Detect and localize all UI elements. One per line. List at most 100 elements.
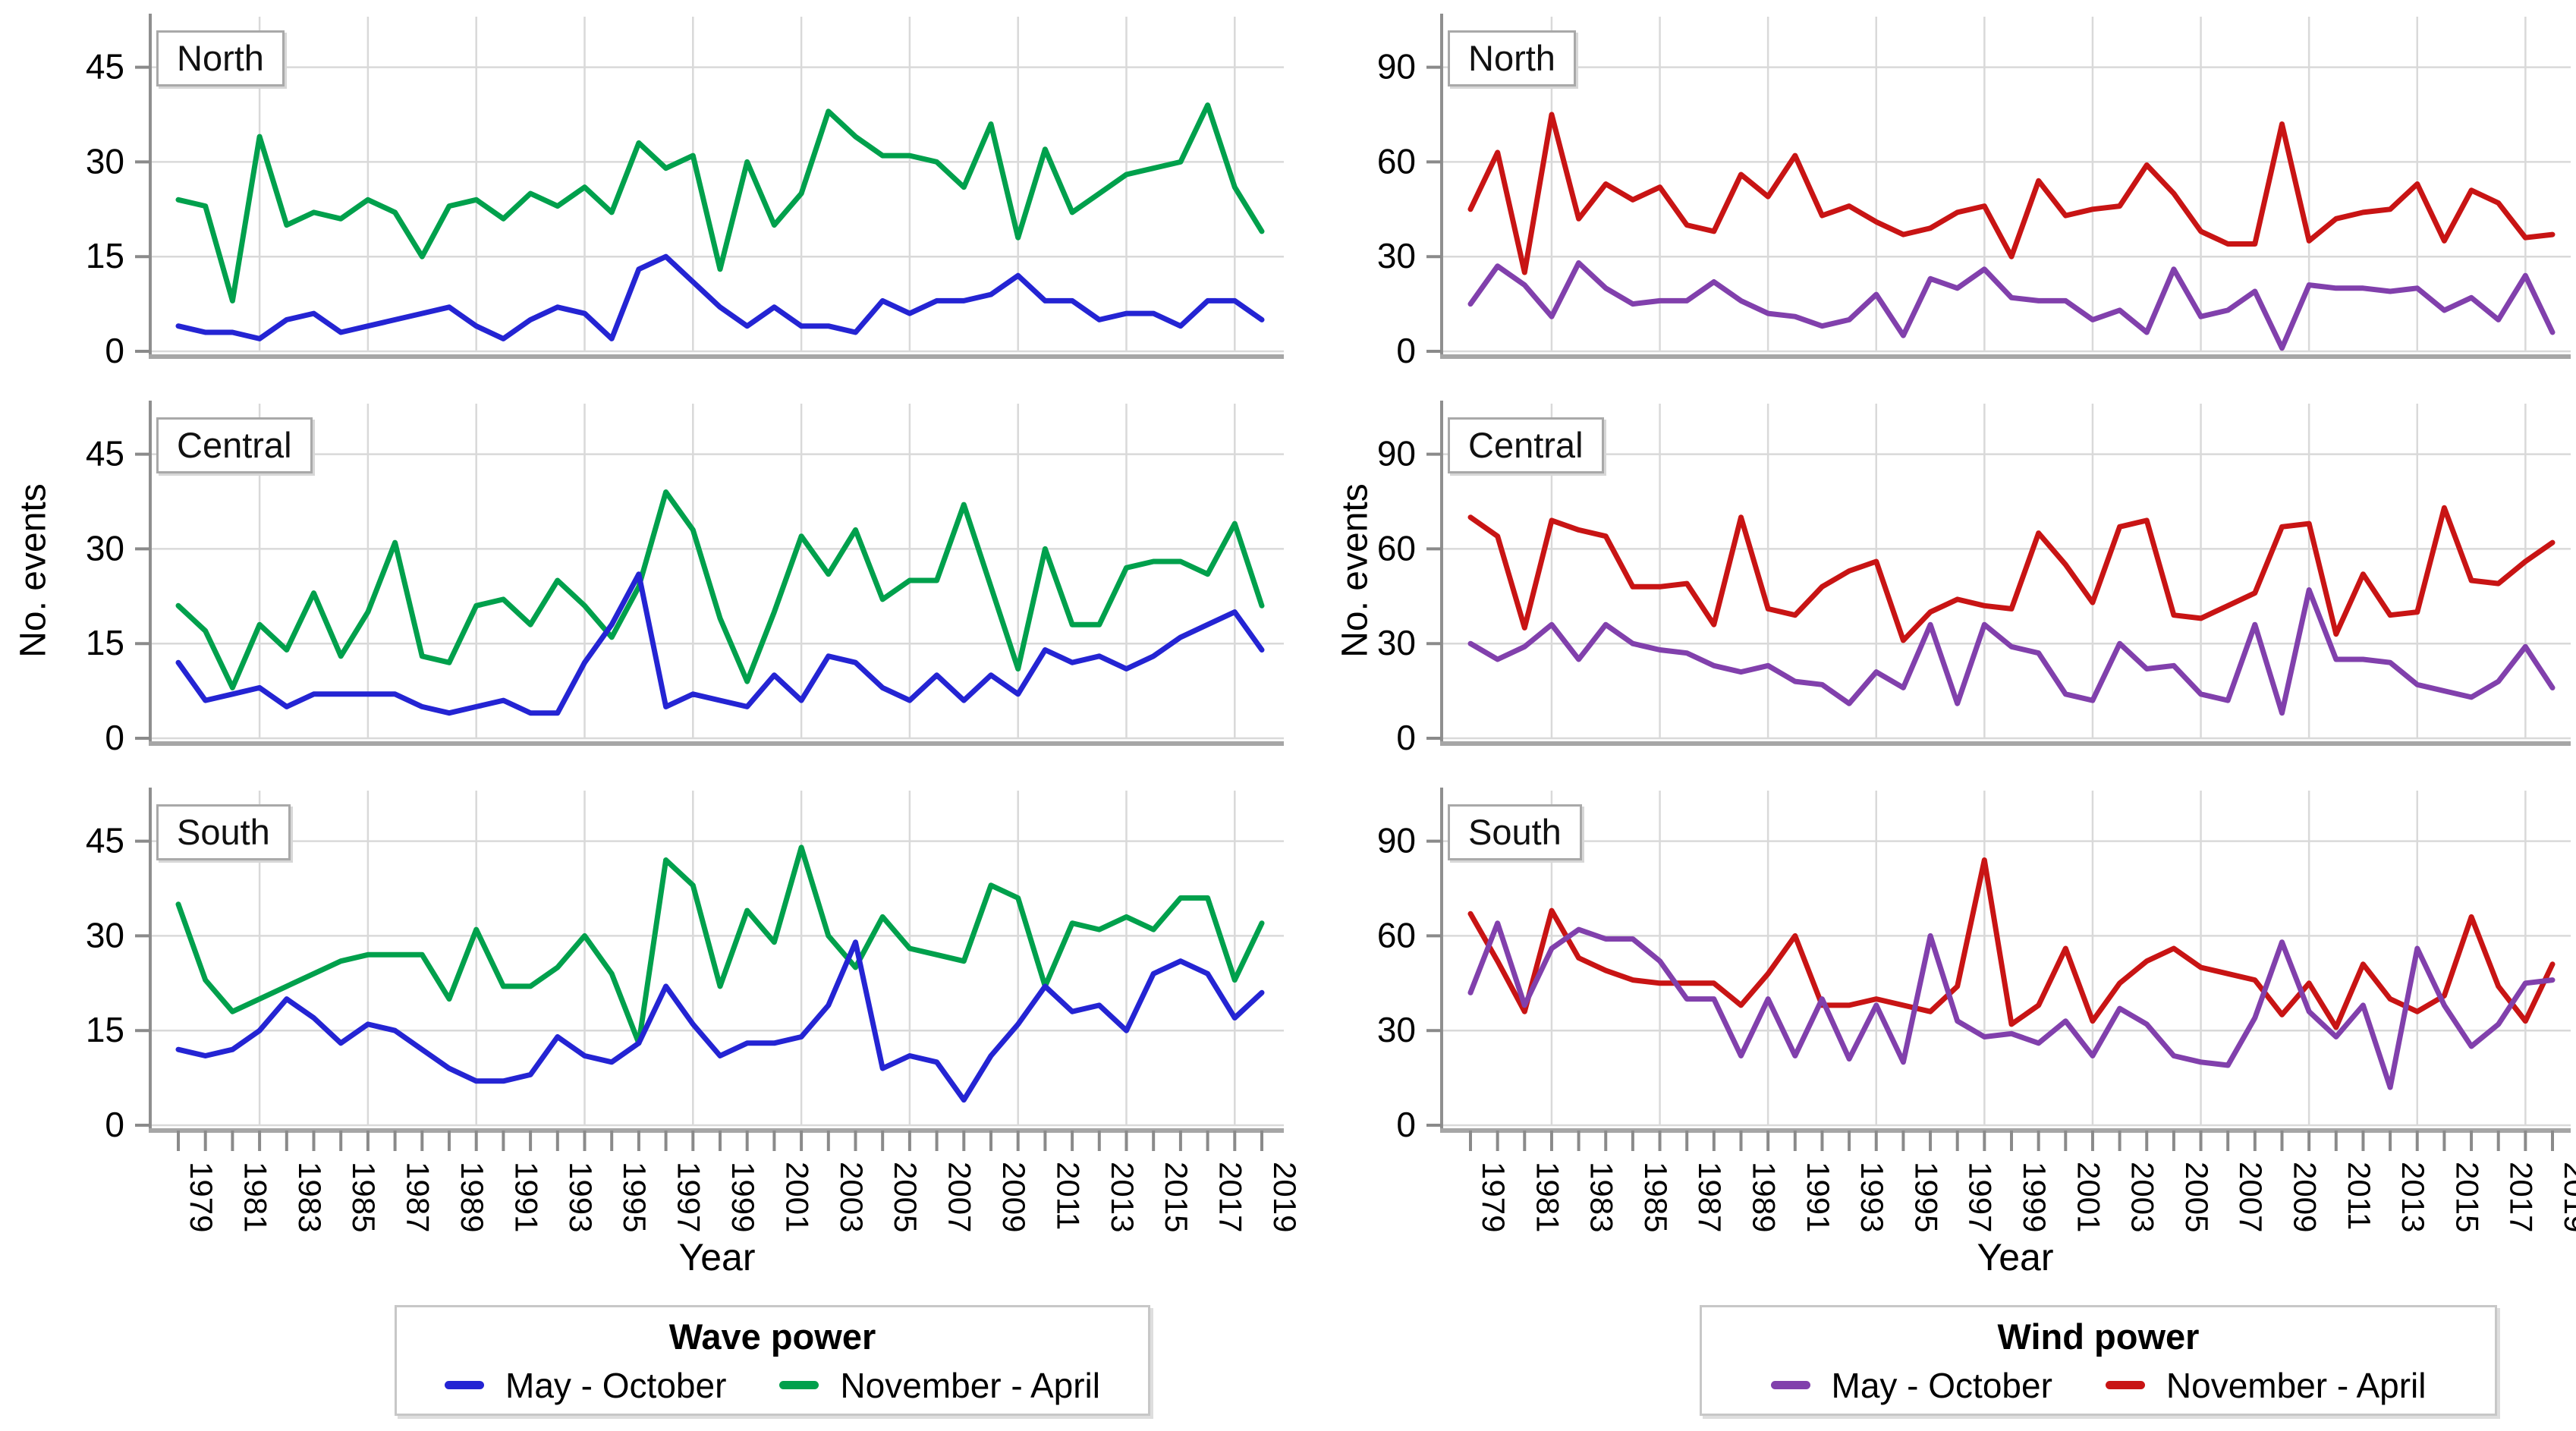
x-tick-label: 2019 bbox=[1267, 1162, 1303, 1232]
x-axis-title-wind: Year bbox=[1977, 1236, 2054, 1278]
y-tick-label: 30 bbox=[86, 141, 124, 181]
x-tick-label: 2013 bbox=[2395, 1162, 2431, 1232]
x-tick-label: 1987 bbox=[1692, 1162, 1728, 1232]
panel-label-wind-south: South bbox=[1448, 804, 1582, 860]
panel-label-wave-north: North bbox=[156, 30, 285, 86]
x-tick-label: 2005 bbox=[2179, 1162, 2215, 1232]
x-tick-label: 1999 bbox=[725, 1162, 761, 1232]
x-tick-label: 2013 bbox=[1105, 1162, 1140, 1232]
x-tick-label: 2017 bbox=[1213, 1162, 1249, 1232]
y-tick-label: 30 bbox=[1377, 236, 1416, 275]
legend-label-wind-may-october: May - October bbox=[1831, 1365, 2052, 1405]
y-tick-label: 90 bbox=[1377, 47, 1416, 86]
series-wave-north-may bbox=[175, 253, 1265, 341]
panel-label-wave-south: South bbox=[156, 804, 291, 860]
y-tick-label: 45 bbox=[86, 47, 124, 86]
legend-items-wind: May - October November - April bbox=[1702, 1365, 2495, 1406]
series-wave-south-nov bbox=[175, 844, 1265, 1046]
y-tick-label: 0 bbox=[105, 331, 124, 370]
x-tick-label: 2009 bbox=[2288, 1162, 2323, 1232]
x-tick-label: 1983 bbox=[1584, 1162, 1620, 1232]
x-tick-label: 2001 bbox=[779, 1162, 815, 1232]
x-tick-label: 1991 bbox=[1801, 1162, 1836, 1232]
y-tick-label: 30 bbox=[86, 915, 124, 955]
x-tick-label: 2011 bbox=[1050, 1162, 1086, 1230]
line-swatch-wind-november-april bbox=[2105, 1381, 2145, 1389]
series-wind-south-may bbox=[1467, 920, 2556, 1090]
panel-label-wind-central: Central bbox=[1448, 417, 1604, 473]
x-tick-label: 1993 bbox=[1854, 1162, 1890, 1232]
y-tick-label: 15 bbox=[86, 623, 124, 662]
panel-label-wave-central: Central bbox=[156, 417, 313, 473]
series-wind-central-may bbox=[1467, 587, 2556, 716]
y-tick-label: 0 bbox=[1396, 331, 1416, 370]
legend-item-wind-nov: November - April bbox=[2105, 1365, 2427, 1406]
x-tick-label: 1991 bbox=[508, 1162, 544, 1232]
x-tick-label: 1989 bbox=[1747, 1162, 1782, 1232]
y-tick-label: 15 bbox=[86, 1010, 124, 1049]
x-axis-title-wave: Year bbox=[678, 1236, 756, 1278]
series-wind-north-may bbox=[1467, 260, 2556, 351]
x-tick-label: 1981 bbox=[1530, 1162, 1565, 1232]
legend-title-wind: Wind power bbox=[1997, 1316, 2200, 1357]
x-tick-label: 2001 bbox=[2071, 1162, 2106, 1232]
x-tick-label: 2015 bbox=[1159, 1162, 1194, 1232]
y-tick-label: 30 bbox=[1377, 1010, 1416, 1049]
x-tick-label: 1999 bbox=[2017, 1162, 2052, 1232]
x-tick-label: 1981 bbox=[237, 1162, 273, 1232]
x-tick-label: 2019 bbox=[2558, 1162, 2576, 1232]
line-swatch-wind-may-october bbox=[1770, 1381, 1810, 1389]
y-tick-label: 60 bbox=[1377, 915, 1416, 955]
legend-label-wind-november-april: November - April bbox=[2166, 1365, 2427, 1405]
line-swatch-wave-may-october bbox=[445, 1381, 484, 1389]
x-tick-label: 1983 bbox=[292, 1162, 328, 1232]
series-wave-north-nov bbox=[175, 102, 1265, 303]
x-tick-label: 2003 bbox=[2125, 1162, 2161, 1232]
y-tick-label: 0 bbox=[1396, 1105, 1416, 1144]
series-wind-north-nov bbox=[1467, 112, 2556, 275]
legend-item-wave-nov: November - April bbox=[779, 1365, 1100, 1406]
series-wind-central-nov bbox=[1467, 505, 2556, 643]
x-tick-label: 1985 bbox=[1638, 1162, 1674, 1232]
legend-label-wave-november-april: November - April bbox=[840, 1365, 1100, 1405]
x-tick-label: 2017 bbox=[2504, 1162, 2540, 1232]
y-tick-label: 15 bbox=[86, 236, 124, 275]
x-tick-label: 1997 bbox=[672, 1162, 707, 1232]
x-tick-label: 1995 bbox=[1908, 1162, 1944, 1232]
x-tick-label: 2011 bbox=[2342, 1162, 2377, 1230]
y-tick-label: 90 bbox=[1377, 821, 1416, 860]
y-tick-label: 45 bbox=[86, 434, 124, 473]
y-tick-label: 90 bbox=[1377, 434, 1416, 473]
series-wind-south-nov bbox=[1467, 857, 2556, 1030]
y-tick-label: 30 bbox=[86, 528, 124, 568]
x-tick-label: 2003 bbox=[834, 1162, 870, 1232]
legend-items-wave: May - October November - April bbox=[397, 1365, 1148, 1406]
y-tick-label: 60 bbox=[1377, 528, 1416, 568]
y-tick-label: 0 bbox=[1396, 718, 1416, 757]
legend-label-wave-may-october: May - October bbox=[505, 1365, 727, 1405]
y-tick-label: 60 bbox=[1377, 141, 1416, 181]
x-tick-label: 1979 bbox=[1476, 1162, 1511, 1232]
x-tick-label: 1995 bbox=[617, 1162, 653, 1232]
panel-label-wind-north: North bbox=[1448, 30, 1576, 86]
x-tick-label: 2007 bbox=[2233, 1162, 2269, 1232]
legend-wave: Wave power May - October November - Apri… bbox=[395, 1305, 1150, 1416]
line-swatch-wave-november-april bbox=[779, 1381, 819, 1389]
y-axis-title-wave: No. events bbox=[13, 483, 54, 658]
y-tick-label: 45 bbox=[86, 821, 124, 860]
x-tick-label: 2009 bbox=[996, 1162, 1032, 1232]
x-tick-label: 1993 bbox=[563, 1162, 599, 1232]
series-wave-central-nov bbox=[175, 489, 1265, 690]
legend-item-wave-may: May - October bbox=[445, 1365, 726, 1406]
x-tick-label: 1985 bbox=[346, 1162, 382, 1232]
x-tick-label: 2015 bbox=[2449, 1162, 2485, 1232]
y-tick-label: 30 bbox=[1377, 623, 1416, 662]
y-tick-label: 0 bbox=[105, 718, 124, 757]
y-axis-title-wind: No. events bbox=[1335, 483, 1376, 658]
legend-wind: Wind power May - October November - Apri… bbox=[1700, 1305, 2497, 1416]
x-tick-label: 1979 bbox=[184, 1162, 219, 1232]
series-wave-central-may bbox=[175, 571, 1265, 716]
x-tick-label: 2005 bbox=[888, 1162, 923, 1232]
